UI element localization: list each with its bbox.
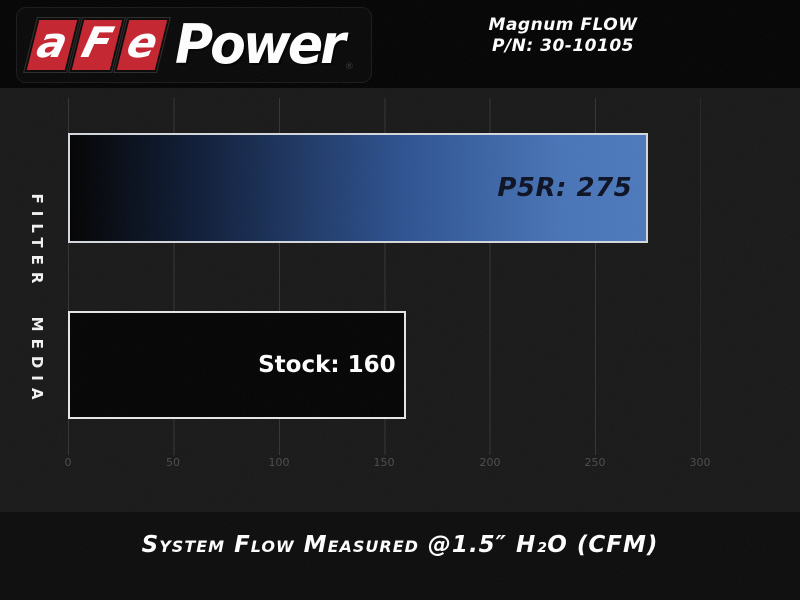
x-tick-200: 200 — [479, 456, 501, 469]
bar-p5r-label: P5R: 275 — [497, 173, 633, 203]
registered-trademark-icon: ® — [344, 62, 354, 72]
x-tick-50: 50 — [166, 456, 180, 469]
chart-caption: System Flow Measured @1.5″ H₂O (CFM) — [141, 532, 659, 558]
x-tick-100: 100 — [268, 456, 290, 469]
bar-stock-label: Stock: 160 — [258, 352, 396, 378]
header-bar: a F e Power ® Magnum FLOW P/N: 30-10105 — [0, 0, 800, 88]
brand-logo: a F e Power ® — [16, 7, 372, 83]
logo-letter-a: a — [32, 18, 73, 67]
bar-p5r: P5R: 275 — [68, 133, 649, 243]
product-line-name: Magnum FLOW — [488, 15, 638, 35]
x-tick-250: 250 — [584, 456, 606, 469]
bar-stock: Stock: 160 — [68, 311, 406, 419]
x-tick-150: 150 — [373, 456, 395, 469]
x-tick-0: 0 — [64, 456, 72, 469]
product-info: Magnum FLOW P/N: 30-10105 — [452, 15, 674, 57]
logo-wordmark: Power — [175, 13, 346, 77]
product-part-number: P/N: 30-10105 — [492, 36, 634, 56]
y-axis-label: FILTER MEDIA — [28, 193, 46, 407]
plot-area: P5R: 275 Stock: 160 — [68, 98, 701, 455]
logo-letter-f: F — [77, 18, 119, 67]
x-tick-300: 300 — [689, 456, 711, 469]
logo-letter-e: e — [122, 18, 163, 67]
